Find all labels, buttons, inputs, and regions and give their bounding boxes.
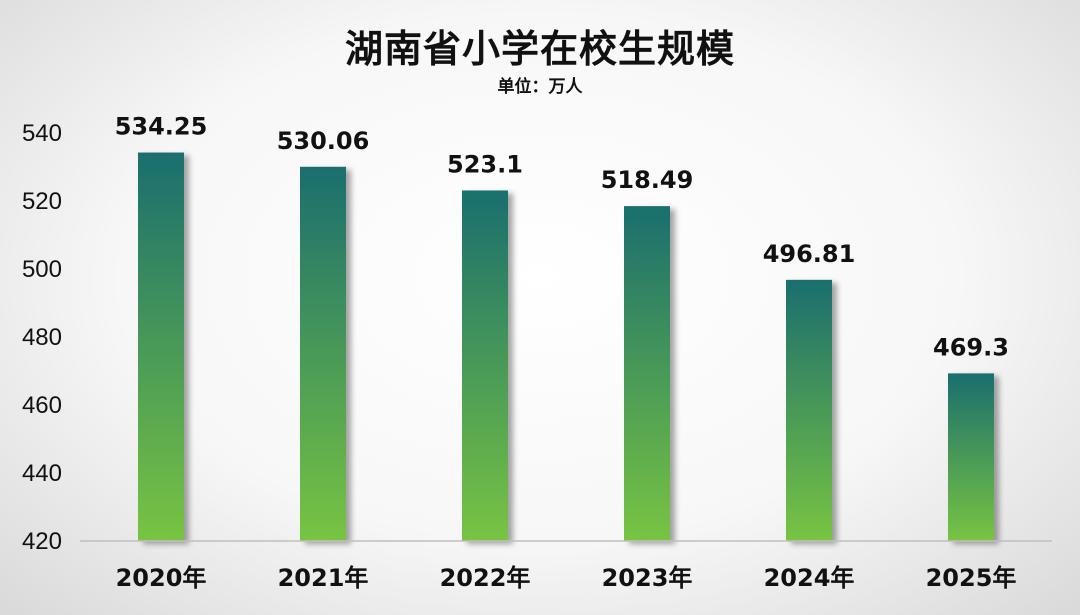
y-tick-label: 420 — [22, 528, 62, 555]
y-tick-label: 520 — [22, 188, 62, 215]
bar — [138, 152, 184, 542]
data-labels: 534.25 530.06 523.1 518.49 496.81 469.3 — [115, 113, 1009, 362]
bar-value-label: 530.06 — [277, 127, 370, 155]
y-tick-label: 540 — [22, 120, 62, 147]
bar-value-label: 523.1 — [447, 150, 523, 178]
y-axis-ticks: 420 440 460 480 500 520 540 — [22, 120, 62, 555]
y-tick-label: 500 — [22, 256, 62, 283]
x-tick-label: 2021年 — [278, 564, 369, 592]
x-tick-label: 2020年 — [116, 564, 207, 592]
bar — [786, 279, 832, 541]
x-tick-label: 2025年 — [926, 564, 1017, 592]
x-tick-label: 2024年 — [764, 564, 855, 592]
bar-value-label: 496.81 — [763, 240, 856, 268]
y-tick-label: 480 — [22, 324, 62, 351]
bar — [462, 190, 508, 541]
chart-title: 湖南省小学在校生规模 — [344, 27, 735, 71]
x-tick-label: 2023年 — [602, 564, 693, 592]
bar-value-label: 534.25 — [115, 113, 208, 141]
x-tick-label: 2022年 — [440, 564, 531, 592]
bar-value-label: 469.3 — [933, 333, 1009, 361]
y-tick-label: 440 — [22, 460, 62, 487]
bar-value-label: 518.49 — [601, 166, 694, 194]
bar — [948, 373, 994, 541]
bars — [138, 152, 994, 542]
x-axis-labels: 2020年 2021年 2022年 2023年 2024年 2025年 — [116, 564, 1017, 592]
chart-subtitle: 单位：万人 — [497, 77, 583, 97]
bar — [624, 206, 670, 541]
y-tick-label: 460 — [22, 392, 62, 419]
bar — [300, 166, 346, 541]
